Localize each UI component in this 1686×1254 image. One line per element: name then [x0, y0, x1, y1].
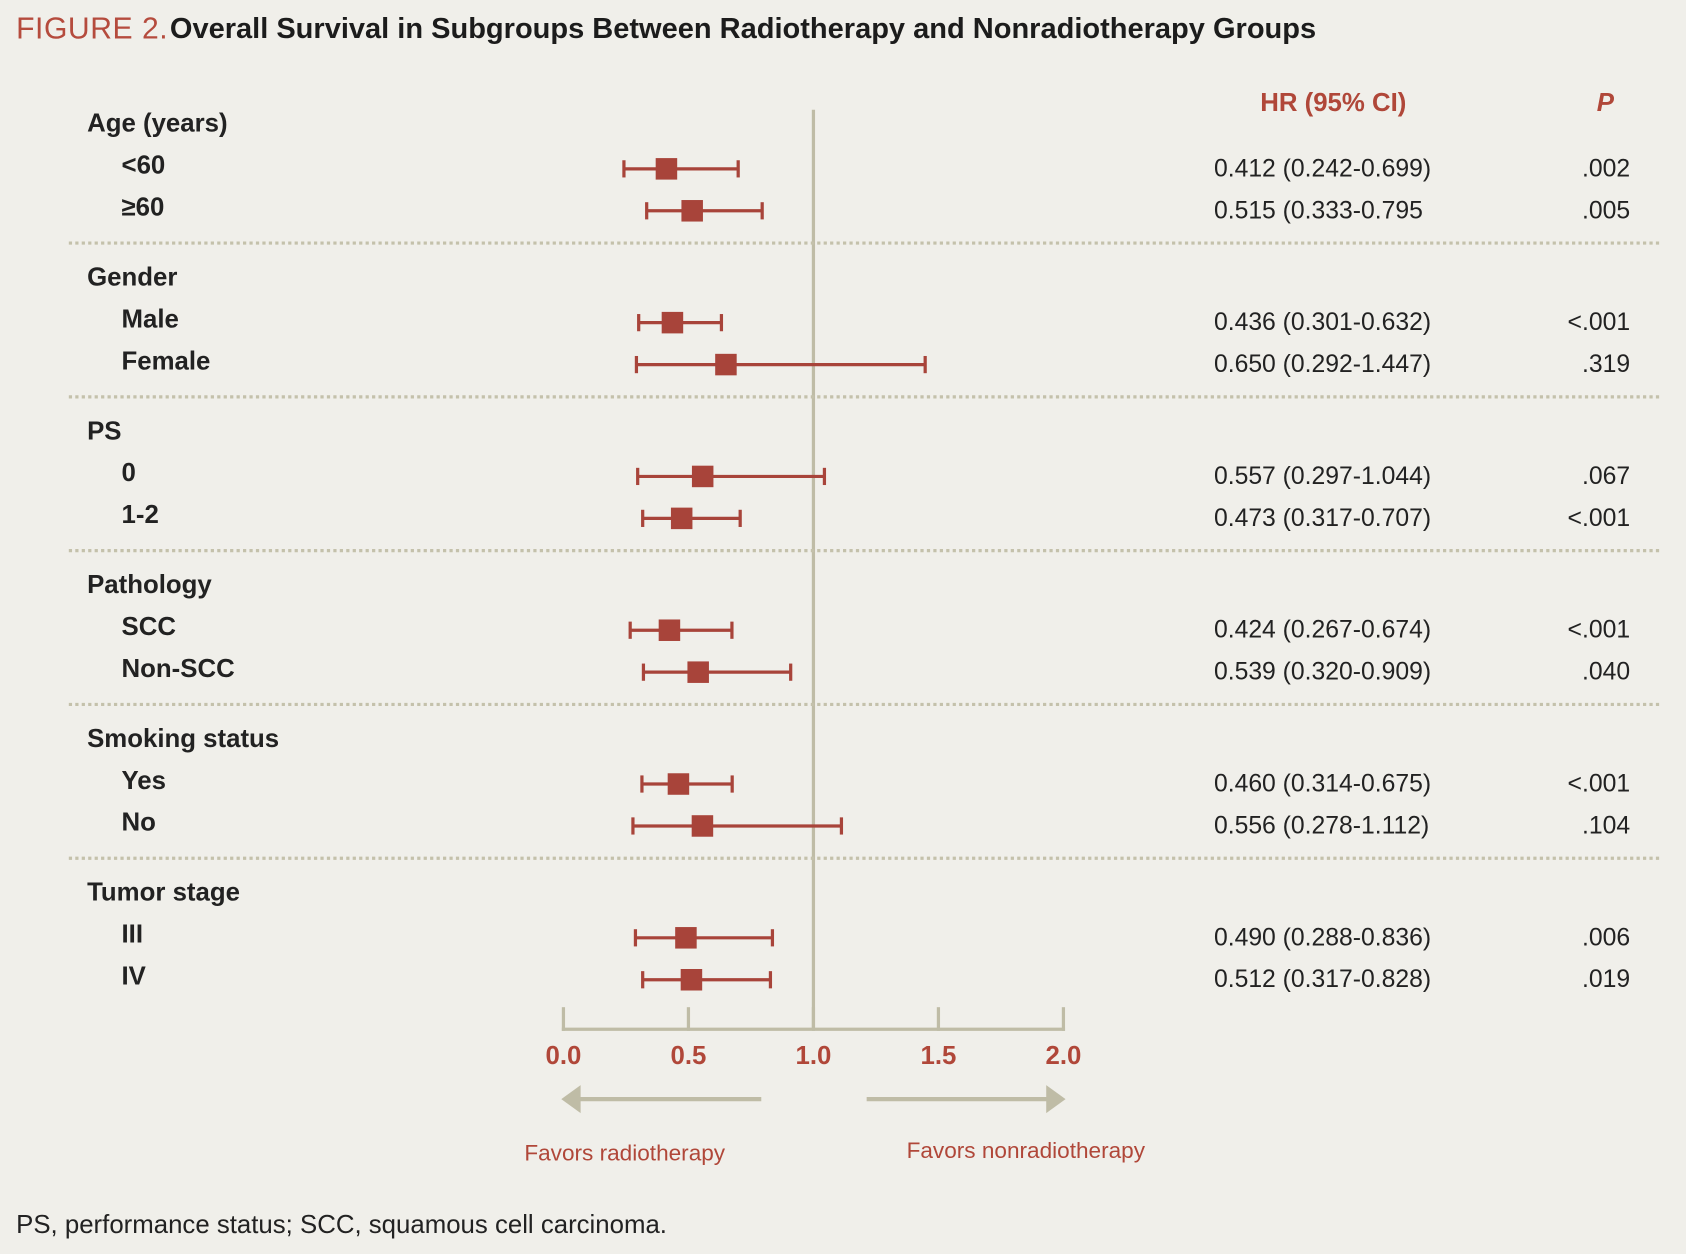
row-label: SCC	[122, 613, 176, 641]
column-header-hr-ci: HR (95% CI)	[1260, 89, 1406, 117]
p-value: <.001	[1568, 505, 1631, 532]
p-value: <.001	[1568, 309, 1631, 336]
subgroup-row: III 0.490 (0.288-0.836) .006	[122, 921, 1631, 952]
hr-marker	[670, 507, 693, 530]
chart-title: Overall Survival in Subgroups Between Ra…	[170, 13, 1316, 45]
p-value: .104	[1582, 812, 1630, 839]
row-label: IV	[122, 963, 147, 991]
hr-ci-value: 0.424 (0.267-0.674)	[1214, 617, 1431, 644]
p-value: .006	[1582, 924, 1630, 951]
hr-marker	[691, 815, 714, 837]
row-label: 1-2	[122, 501, 159, 529]
x-tick-label: 0.5	[670, 1042, 706, 1070]
p-value: .067	[1582, 463, 1630, 490]
p-value: .319	[1582, 351, 1630, 378]
figure-label: FIGURE 2.	[16, 13, 168, 46]
hr-marker	[675, 927, 697, 949]
p-value: <.001	[1568, 617, 1631, 644]
group-header: Pathology	[87, 571, 212, 599]
p-value: .002	[1582, 155, 1630, 182]
hr-ci-value: 0.460 (0.314-0.675)	[1214, 771, 1431, 798]
hr-ci-value: 0.436 (0.301-0.632)	[1214, 309, 1431, 336]
subgroup-row: SCC 0.424 (0.267-0.674) <.001	[122, 613, 1631, 644]
favors-nonradiotherapy-label: Favors nonradiotherapy	[907, 1138, 1146, 1163]
favors-nonradiotherapy-arrow	[866, 1085, 1066, 1114]
column-header-p: P	[1597, 89, 1615, 117]
hr-marker	[658, 619, 681, 641]
subgroup-row: Male 0.436 (0.301-0.632) <.001	[122, 305, 1631, 336]
hr-ci-value: 0.473 (0.317-0.707)	[1214, 505, 1431, 532]
hr-marker	[681, 200, 703, 222]
hr-ci-value: 0.556 (0.278-1.112)	[1214, 812, 1429, 839]
subgroup-block: Pathology SCC 0.424 (0.267-0.674) <.001 Non-…	[87, 571, 1630, 686]
group-header: Smoking status	[87, 725, 279, 753]
hr-ci-value: 0.512 (0.317-0.828)	[1214, 966, 1431, 993]
arrow-left-icon	[561, 1085, 581, 1114]
group-header: Gender	[87, 263, 177, 291]
subgroup-row: Non-SCC 0.539 (0.320-0.909) .040	[122, 655, 1631, 686]
favors-radiotherapy-arrow	[561, 1085, 762, 1114]
x-tick-label: 0.0	[545, 1042, 581, 1070]
subgroup-block: Tumor stage III 0.490 (0.288-0.836) .006 IV 0…	[87, 879, 1630, 994]
hr-ci-value: 0.539 (0.320-0.909)	[1214, 659, 1431, 686]
group-header: PS	[87, 417, 121, 445]
p-value: .040	[1582, 659, 1630, 686]
hr-ci-value: 0.412 (0.242-0.699)	[1214, 155, 1431, 182]
footnote: PS, performance status; SCC, squamous ce…	[16, 1211, 667, 1239]
hr-marker	[687, 661, 709, 683]
favors-radiotherapy-label: Favors radiotherapy	[524, 1140, 725, 1165]
hr-ci-value: 0.650 (0.292-1.447)	[1214, 351, 1431, 378]
hr-marker	[661, 311, 684, 334]
hr-marker	[680, 969, 703, 991]
subgroup-block: Gender Male 0.436 (0.301-0.632) <.001 Female…	[87, 263, 1630, 378]
row-label: No	[122, 809, 156, 837]
x-tick-label: 1.0	[795, 1042, 831, 1070]
arrow-right-icon	[1046, 1085, 1066, 1114]
subgroup-block: Smoking status Yes 0.460 (0.314-0.675) <.00…	[87, 725, 1630, 840]
subgroup-row: 0 0.557 (0.297-1.044) .067	[122, 459, 1631, 490]
group-header: Tumor stage	[87, 879, 240, 907]
row-label: <60	[122, 152, 166, 180]
hr-ci-value: 0.515 (0.333-0.795	[1214, 197, 1423, 224]
row-label: ≥60	[122, 194, 165, 222]
p-value: .019	[1582, 966, 1630, 993]
subgroup-row: No 0.556 (0.278-1.112) .104	[122, 809, 1631, 840]
hr-marker	[691, 465, 714, 488]
row-label: 0	[122, 459, 136, 487]
p-value: <.001	[1568, 771, 1631, 798]
subgroup-row: Female 0.650 (0.292-1.447) .319	[122, 347, 1631, 378]
row-label: Female	[122, 347, 211, 375]
subgroup-rows: Age (years) <60 0.412 (0.242-0.699) .002 ≥60…	[68, 110, 1662, 994]
hr-marker	[667, 773, 690, 795]
hr-marker	[715, 353, 737, 376]
subgroup-row: 1-2 0.473 (0.317-0.707) <.001	[122, 501, 1631, 532]
x-tick-label: 2.0	[1045, 1042, 1081, 1070]
row-label: Male	[122, 305, 179, 333]
hr-ci-value: 0.490 (0.288-0.836)	[1214, 924, 1431, 951]
hr-ci-value: 0.557 (0.297-1.044)	[1214, 463, 1431, 490]
p-value: .005	[1582, 197, 1630, 224]
subgroup-row: IV 0.512 (0.317-0.828) .019	[122, 963, 1631, 994]
subgroup-row: Yes 0.460 (0.314-0.675) <.001	[122, 767, 1631, 798]
x-axis: 0.0 0.5 1.0 1.5 2.0	[545, 1007, 1081, 1070]
row-label: III	[122, 921, 144, 949]
group-header: Age (years)	[87, 110, 228, 138]
subgroup-block: Age (years) <60 0.412 (0.242-0.699) .002 ≥60…	[87, 110, 1630, 225]
row-label: Yes	[122, 767, 166, 795]
subgroup-row: ≥60 0.515 (0.333-0.795 .005	[122, 194, 1631, 225]
row-label: Non-SCC	[122, 655, 235, 683]
subgroup-block: PS0 0.557 (0.297-1.044) .067 1-2 0.473 (0.31…	[87, 417, 1630, 532]
hr-marker	[655, 158, 678, 180]
x-tick-label: 1.5	[920, 1042, 956, 1070]
subgroup-row: <60 0.412 (0.242-0.699) .002	[122, 152, 1631, 183]
